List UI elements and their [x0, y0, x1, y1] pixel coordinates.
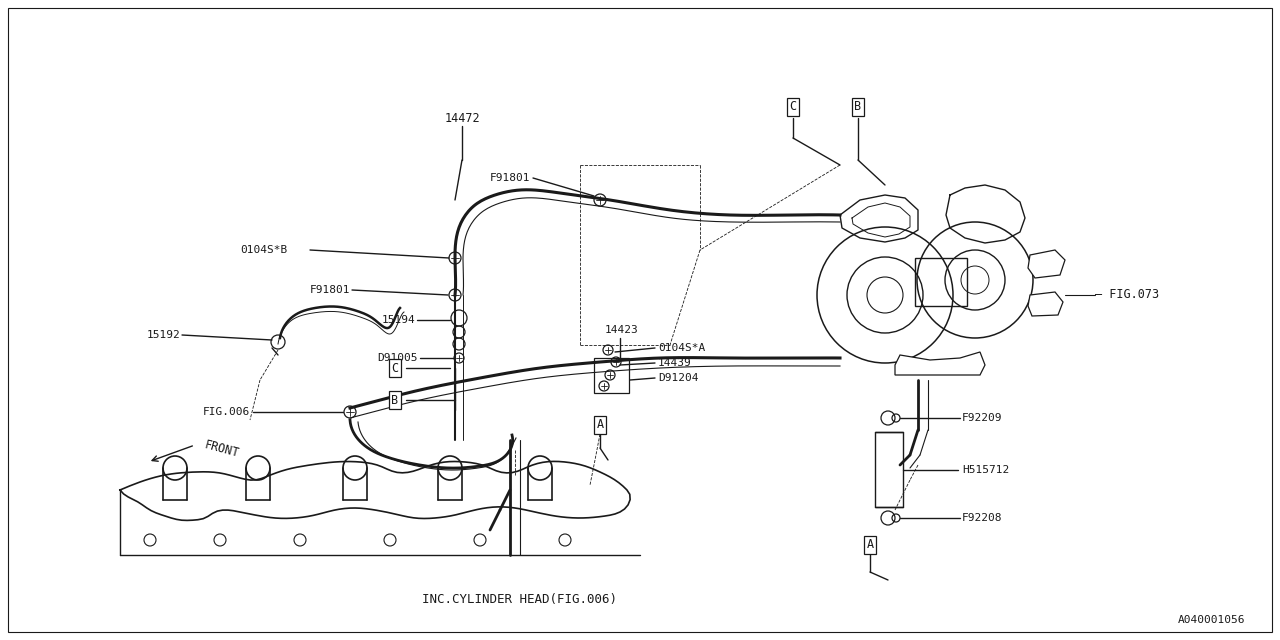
Text: 14472: 14472	[444, 111, 480, 125]
Text: A040001056: A040001056	[1178, 615, 1245, 625]
Text: F91801: F91801	[489, 173, 530, 183]
Text: 0104S*B: 0104S*B	[241, 245, 287, 255]
Text: FIG.006: FIG.006	[202, 407, 250, 417]
Text: 14439: 14439	[658, 358, 691, 368]
Bar	[876, 432, 902, 507]
Bar	[594, 358, 628, 393]
Text: F91801: F91801	[310, 285, 349, 295]
Polygon shape	[1028, 250, 1065, 278]
Text: B: B	[855, 100, 861, 113]
Bar	[915, 258, 966, 306]
Text: 15194: 15194	[381, 315, 415, 325]
Text: D91204: D91204	[658, 373, 699, 383]
Text: 15192: 15192	[146, 330, 180, 340]
Text: C: C	[790, 100, 796, 113]
Text: F92208: F92208	[963, 513, 1002, 523]
Text: B: B	[392, 394, 398, 406]
Text: INC.CYLINDER HEAD(FIG.006): INC.CYLINDER HEAD(FIG.006)	[422, 593, 617, 607]
Text: A: A	[867, 538, 873, 552]
Text: D91005: D91005	[378, 353, 419, 363]
Polygon shape	[1028, 292, 1062, 316]
Text: A: A	[596, 419, 604, 431]
Text: H515712: H515712	[963, 465, 1009, 475]
Text: 0104S*A: 0104S*A	[658, 343, 705, 353]
Text: F92209: F92209	[963, 413, 1002, 423]
Text: C: C	[392, 362, 398, 374]
Text: FRONT: FRONT	[204, 439, 241, 461]
Polygon shape	[895, 352, 986, 375]
Text: 14423: 14423	[605, 325, 639, 335]
Text: — FIG.073: — FIG.073	[1094, 289, 1160, 301]
